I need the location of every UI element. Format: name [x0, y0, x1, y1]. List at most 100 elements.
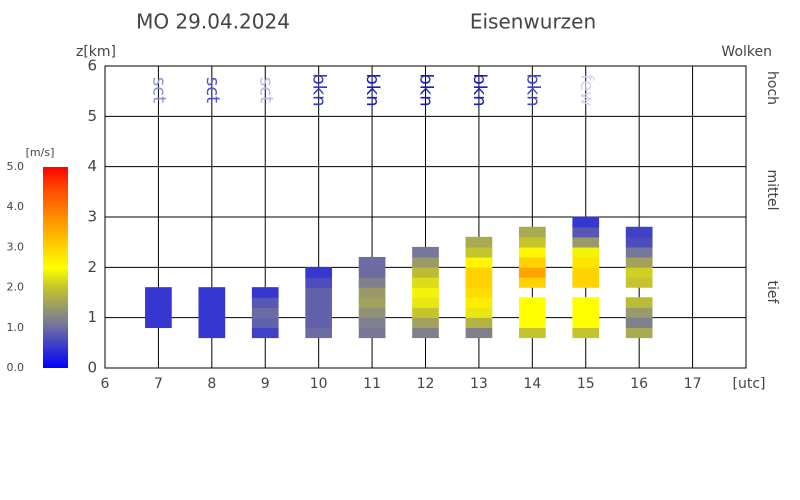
thermal-cell: [572, 246, 600, 258]
thermal-cell: [145, 307, 172, 318]
y-tick-label: 4: [87, 157, 97, 175]
thermal-cell: [251, 297, 279, 308]
thermal-cell: [358, 287, 386, 298]
thermal-cell: [518, 317, 546, 329]
thermal-cell: [465, 277, 493, 288]
thermal-cell: [572, 267, 600, 278]
thermal-cell: [572, 277, 600, 288]
x-tick-label: 11: [363, 376, 381, 392]
thermal-cell: [251, 307, 279, 318]
thermal-cell: [305, 267, 333, 278]
thermal-cell: [572, 307, 600, 318]
y-tick-label: 5: [87, 107, 97, 125]
x-tick-label: 13: [470, 376, 488, 392]
cloud-label: bkn: [309, 73, 330, 106]
thermal-cell: [412, 317, 439, 329]
thermal-cell: [625, 246, 653, 258]
colorbar-tick-label: 3.0: [7, 240, 25, 253]
thermal-cell: [412, 287, 439, 298]
cloud-label: bkn: [362, 73, 383, 106]
x-tick-label: 10: [310, 376, 328, 392]
thermal-cell: [625, 317, 653, 329]
thermal-cell: [198, 307, 226, 318]
x-tick-label: 12: [417, 376, 435, 392]
thermal-cell: [625, 327, 653, 339]
thermal-cell: [412, 297, 439, 308]
cloud-label: bkn: [522, 73, 543, 106]
thermal-cell: [305, 307, 333, 318]
cloud-label: sct: [202, 77, 223, 103]
colorbar-tick-label: 1.0: [7, 321, 25, 334]
thermal-cell: [572, 236, 600, 248]
thermal-cell: [518, 267, 546, 278]
thermal-cell: [305, 277, 333, 288]
colorbar: [43, 167, 68, 368]
thermal-cell: [518, 256, 546, 268]
y-tick-label: 2: [87, 258, 97, 276]
thermal-cell: [251, 317, 279, 329]
x-tick-label: 6: [101, 376, 110, 392]
thermal-cell: [625, 226, 653, 238]
thermal-cell: [145, 317, 172, 329]
y-axis-label: z[km]: [76, 44, 116, 60]
level-label: tief: [764, 281, 780, 305]
thermal-cell: [358, 317, 386, 329]
x-tick-label: [utc]: [733, 376, 766, 392]
thermal-cell: [358, 327, 386, 339]
thermal-cell: [572, 317, 600, 329]
colorbar-tick-label: 0.0: [7, 361, 25, 374]
location: Eisenwurzen: [470, 10, 596, 34]
colorbar-tick-label: 2.0: [7, 281, 25, 294]
thermal-cell: [625, 307, 653, 318]
thermal-cell: [412, 327, 439, 339]
thermal-cell: [572, 256, 600, 268]
x-tick-label: 9: [261, 376, 270, 392]
thermal-cell: [358, 307, 386, 318]
colorbar-title: [m/s]: [26, 146, 55, 159]
thermal-cell: [625, 277, 653, 288]
x-tick-label: 8: [207, 376, 216, 392]
thermal-cell: [518, 307, 546, 318]
thermal-cell: [145, 297, 172, 308]
cloud-label: sct: [255, 77, 276, 103]
cloud-label: bkn: [416, 73, 437, 106]
thermal-cell: [465, 287, 493, 298]
thermal-cell: [305, 287, 333, 298]
thermal-cell: [572, 297, 600, 308]
clouds-label: Wolken: [721, 44, 772, 60]
thermal-cell: [625, 267, 653, 278]
thermal-cell: [465, 297, 493, 308]
thermal-cell: [518, 236, 546, 248]
thermal-cell: [305, 317, 333, 329]
thermal-cell: [412, 307, 439, 318]
y-tick-label: 3: [87, 208, 97, 226]
y-tick-label: 0: [87, 359, 97, 377]
thermal-cell: [145, 287, 172, 298]
thermal-cell: [412, 256, 439, 268]
level-label: mittel: [764, 169, 780, 210]
thermal-cell: [412, 267, 439, 278]
cloud-label: bkn: [469, 73, 490, 106]
x-tick-label: 16: [630, 376, 648, 392]
colorbar-tick-label: 5.0: [7, 160, 25, 173]
thermal-cell: [465, 236, 493, 248]
thermal-cell: [465, 317, 493, 329]
x-tick-label: 14: [523, 376, 541, 392]
thermal-cell: [572, 216, 600, 228]
x-tick-label: 15: [577, 376, 595, 392]
colorbar-tick-label: 4.0: [7, 200, 25, 213]
thermal-cell: [358, 256, 386, 268]
x-tick-label: 17: [684, 376, 702, 392]
thermal-cell: [358, 277, 386, 288]
thermal-cell: [518, 327, 546, 339]
y-tick-label: 1: [87, 308, 97, 326]
thermal-cell: [412, 246, 439, 258]
thermal-cell: [518, 226, 546, 238]
chart-title: MO 29.04.2024: [136, 10, 290, 34]
thermal-cell: [251, 287, 279, 298]
thermal-cell: [198, 287, 226, 298]
thermal-cell: [305, 297, 333, 308]
thermal-cell: [412, 277, 439, 288]
thermal-cell: [518, 246, 546, 258]
